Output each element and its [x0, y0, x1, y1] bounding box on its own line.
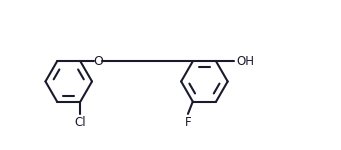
Text: OH: OH: [236, 55, 254, 68]
Text: Cl: Cl: [75, 116, 86, 129]
Text: O: O: [93, 55, 103, 68]
Text: F: F: [184, 116, 191, 129]
